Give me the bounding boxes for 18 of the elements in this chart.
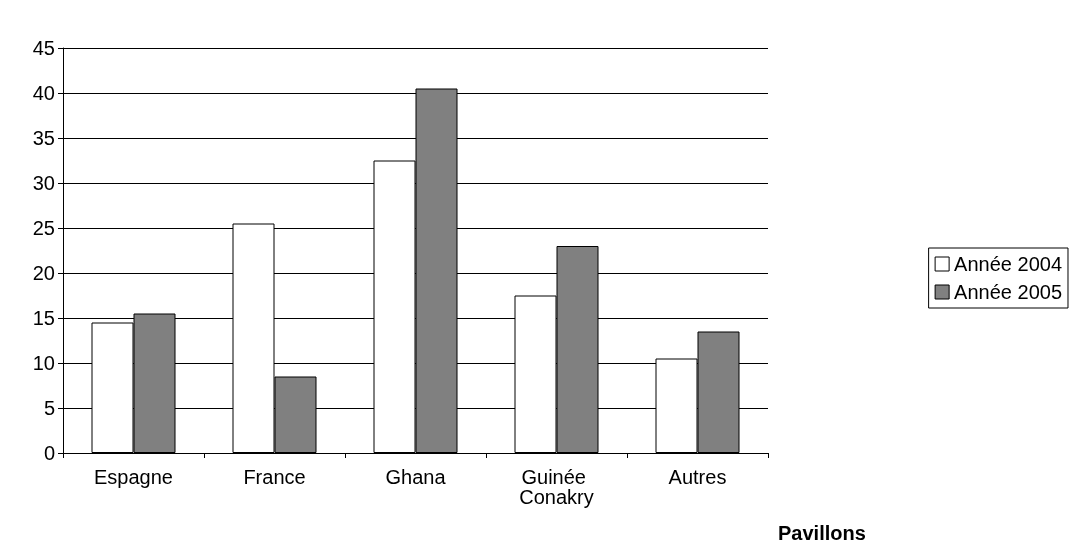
y-tick-label: 40: [32, 82, 55, 104]
x-tick-label: France: [243, 466, 306, 488]
legend-label: Année 2004: [954, 253, 1063, 275]
y-tick-label: 30: [32, 172, 55, 194]
y-tick-label: 25: [32, 217, 55, 239]
x-tick-label: Ghana: [385, 466, 447, 488]
x-tick-label: Guinée Conakry: [519, 466, 594, 508]
y-tick-label: 45: [32, 37, 55, 59]
legend-label: Année 2005: [954, 281, 1063, 303]
x-axis-title: Pavillons: [778, 522, 866, 544]
y-tick-label: 20: [32, 262, 55, 284]
y-tick-label: 0: [43, 442, 55, 464]
y-tick-label: 35: [32, 127, 55, 149]
y-tick-label: 15: [32, 307, 55, 329]
x-tick-label: Espagne: [94, 466, 173, 488]
y-tick-label: 5: [43, 397, 55, 419]
x-tick-label: Autres: [668, 466, 727, 488]
y-tick-label: 10: [32, 352, 55, 374]
